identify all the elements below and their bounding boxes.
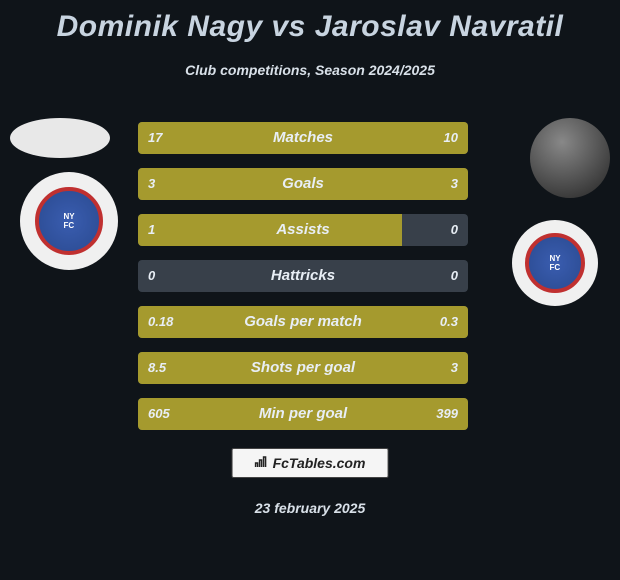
badge-inner-left: NYFC xyxy=(35,187,104,256)
stat-row: 8.5Shots per goal3 xyxy=(138,352,468,384)
stat-row: 17Matches10 xyxy=(138,122,468,154)
badge-inner-right: NYFC xyxy=(525,233,585,293)
watermark: FcTables.com xyxy=(232,448,389,478)
chart-icon xyxy=(255,455,269,471)
player-right-photo xyxy=(530,118,610,198)
stat-label: Min per goal xyxy=(138,398,468,430)
stat-row: 0.18Goals per match0.3 xyxy=(138,306,468,338)
stat-value-right: 3 xyxy=(451,352,458,384)
player-left-photo xyxy=(10,118,110,158)
stat-label: Goals xyxy=(138,168,468,200)
stats-container: 17Matches103Goals31Assists00Hattricks00.… xyxy=(138,122,468,444)
club-badge-right: NYFC xyxy=(512,220,598,306)
watermark-text: FcTables.com xyxy=(273,455,366,471)
stat-row: 605Min per goal399 xyxy=(138,398,468,430)
stat-row: 1Assists0 xyxy=(138,214,468,246)
stat-row: 3Goals3 xyxy=(138,168,468,200)
stat-label: Assists xyxy=(138,214,468,246)
stat-value-right: 0 xyxy=(451,260,458,292)
stat-value-right: 0.3 xyxy=(440,306,458,338)
stat-label: Matches xyxy=(138,122,468,154)
stat-label: Shots per goal xyxy=(138,352,468,384)
stat-label: Goals per match xyxy=(138,306,468,338)
page-title: Dominik Nagy vs Jaroslav Navratil xyxy=(0,0,620,44)
stat-label: Hattricks xyxy=(138,260,468,292)
club-badge-left: NYFC xyxy=(20,172,118,270)
stat-value-right: 10 xyxy=(444,122,458,154)
stat-row: 0Hattricks0 xyxy=(138,260,468,292)
date-label: 23 february 2025 xyxy=(0,500,620,516)
subtitle: Club competitions, Season 2024/2025 xyxy=(0,62,620,78)
stat-value-right: 3 xyxy=(451,168,458,200)
stat-value-right: 0 xyxy=(451,214,458,246)
stat-value-right: 399 xyxy=(436,398,458,430)
